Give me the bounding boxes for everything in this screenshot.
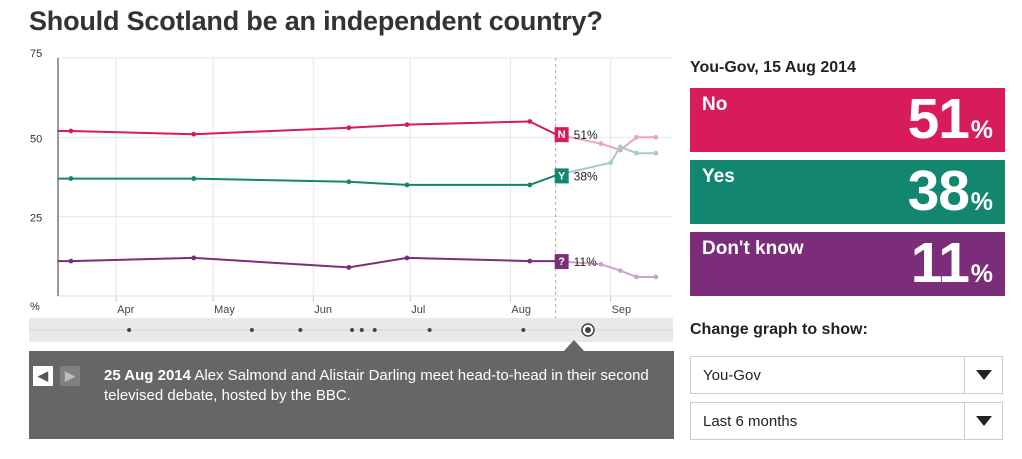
event-panel: ◀ ▶ 25 Aug 2014 Alex Salmond and Alistai… — [29, 351, 674, 439]
x-tick-label: Apr — [117, 304, 134, 316]
x-tick-label: Aug — [511, 304, 531, 316]
data-point-yes — [527, 182, 533, 188]
data-point-after-dont_know — [598, 261, 604, 267]
data-point-dont_know — [191, 255, 197, 261]
result-label: Yes — [702, 166, 735, 187]
data-point-no — [527, 119, 533, 124]
event-timeline[interactable] — [29, 318, 673, 342]
data-point-after-yes — [634, 150, 639, 156]
data-point-after-no — [653, 134, 659, 140]
x-tick-label: May — [214, 304, 235, 316]
x-tick-label: Sep — [612, 304, 632, 316]
period-select-value: Last 6 months — [703, 413, 798, 430]
data-point-after-yes — [608, 160, 613, 166]
series-marker-letter: ? — [558, 256, 565, 268]
timeline-event-dot[interactable] — [298, 328, 303, 332]
data-point-after-no — [598, 141, 604, 147]
data-point-after-dont_know — [634, 274, 639, 280]
series-value-label: 38% — [574, 169, 598, 183]
series-marker-letter: Y — [558, 170, 566, 182]
data-point-yes — [404, 182, 410, 188]
data-point-no — [404, 122, 410, 128]
y-unit-label: % — [30, 301, 40, 313]
previous-event-button[interactable]: ◀ — [33, 366, 53, 386]
series-value-label: 51% — [574, 128, 598, 142]
timeline-event-dot[interactable] — [350, 328, 355, 332]
result-value: 51 — [907, 87, 970, 151]
data-point-yes — [191, 176, 197, 181]
data-point-no — [68, 128, 74, 134]
result-value: 11 — [910, 231, 970, 295]
timeline-event-dot[interactable] — [372, 328, 377, 332]
poll-line-chart: 25 50 75% Apr May Jun Jul Aug Sep N 51% Y 38%? 11% — [30, 48, 672, 318]
chevron-down-icon — [975, 370, 992, 380]
event-text: Alex Salmond and Alistair Darling meet h… — [104, 367, 649, 404]
timeline-event-dot[interactable] — [127, 328, 132, 332]
data-point-dont_know — [68, 258, 74, 264]
y-tick-label: 75 — [30, 48, 42, 60]
change-graph-label: Change graph to show: — [690, 321, 868, 338]
timeline-event-dot[interactable] — [521, 328, 526, 332]
data-point-after-no — [634, 134, 639, 140]
data-point-no — [346, 125, 352, 131]
next-event-button[interactable]: ▶ — [60, 366, 80, 386]
page-title: Should Scotland be an independent countr… — [29, 6, 603, 36]
result-dont-know: Don't know 11 % — [690, 231, 1005, 296]
result-label: No — [702, 94, 728, 115]
data-point-dont_know — [346, 265, 352, 270]
percent-sign: % — [970, 116, 993, 144]
dropdown-arrow-button[interactable] — [964, 403, 1002, 439]
pollster-select[interactable]: You-Gov — [690, 356, 1003, 394]
series-line-no — [58, 120, 557, 136]
series-line-after-dont_know — [555, 260, 656, 278]
percent-sign: % — [970, 260, 993, 288]
series-marker-dont_know — [554, 254, 569, 270]
timeline-track[interactable] — [29, 318, 673, 342]
series-value-label: 11% — [574, 255, 597, 269]
data-point-no — [191, 131, 197, 137]
result-value: 38 — [907, 159, 970, 223]
series-marker-no — [554, 127, 569, 143]
percent-sign: % — [970, 188, 993, 216]
dropdown-arrow-button[interactable] — [964, 357, 1002, 393]
timeline-event-dot[interactable] — [249, 328, 254, 332]
series-line-after-no — [555, 133, 656, 152]
poll-header: You-Gov, 15 Aug 2014 — [690, 59, 856, 76]
data-point-after-dont_know — [653, 274, 659, 280]
data-point-yes — [346, 179, 352, 185]
result-label: Don't know — [702, 238, 804, 259]
timeline-event-dot[interactable] — [427, 328, 432, 332]
series-marker-letter: N — [558, 129, 566, 141]
data-point-after-yes — [653, 150, 659, 156]
chevron-left-icon: ◀ — [38, 368, 48, 383]
y-tick-label: 25 — [30, 213, 42, 225]
data-point-dont_know — [527, 258, 533, 264]
data-point-yes — [68, 176, 74, 181]
data-point-after-dont_know — [617, 268, 623, 274]
pollster-select-value: You-Gov — [703, 367, 761, 384]
series-line-dont_know — [58, 256, 556, 269]
chevron-right-icon: ▶ — [65, 368, 75, 383]
result-no: No 51 % — [690, 87, 1005, 152]
series-marker-yes — [554, 168, 569, 184]
series-line-yes — [58, 174, 557, 186]
data-point-after-yes — [617, 144, 623, 150]
chevron-down-icon — [975, 416, 992, 426]
result-yes: Yes 38 % — [690, 159, 1005, 224]
data-point-dont_know — [404, 255, 410, 261]
event-pointer — [563, 340, 585, 352]
event-description: 25 Aug 2014 Alex Salmond and Alistair Da… — [104, 366, 664, 406]
series-line-after-yes — [555, 145, 656, 177]
timeline-event-dot[interactable] — [359, 328, 364, 332]
y-tick-label: 50 — [30, 133, 42, 145]
x-tick-label: Jun — [314, 304, 332, 316]
x-tick-label: Jul — [411, 304, 425, 316]
period-select[interactable]: Last 6 months — [690, 402, 1003, 440]
event-date: 25 Aug 2014 — [104, 367, 191, 384]
timeline-selected-dot[interactable] — [584, 327, 591, 333]
